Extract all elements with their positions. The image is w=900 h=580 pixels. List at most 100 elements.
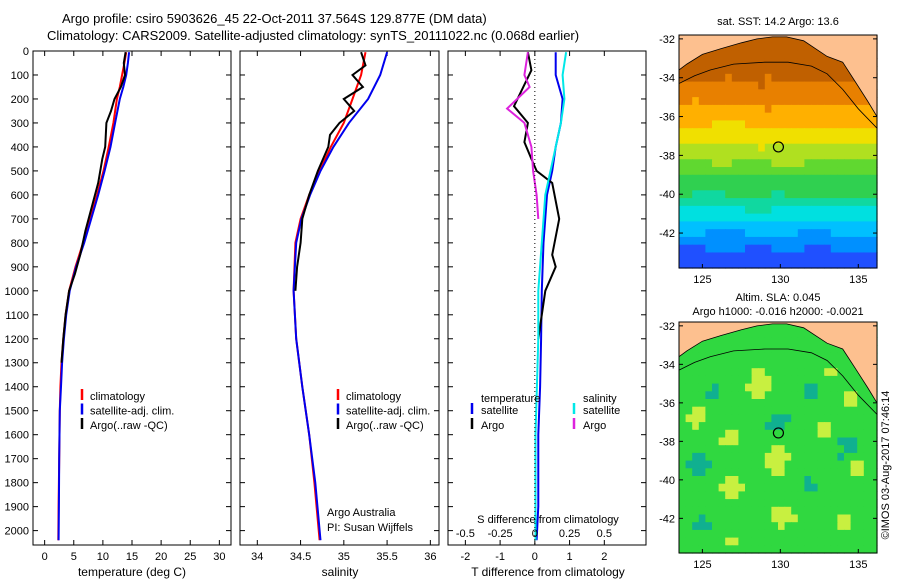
- map-cell: [692, 174, 700, 184]
- map-cell: [857, 104, 865, 114]
- map-cell: [679, 167, 687, 176]
- map-cell: [797, 529, 805, 539]
- temperature-panel: 0100200300400500600700800900100011001200…: [5, 46, 232, 579]
- map-cell: [718, 81, 726, 90]
- map-cell: [830, 406, 838, 415]
- map-cell: [778, 406, 786, 415]
- map-cell: [771, 368, 779, 377]
- map-cell: [837, 73, 845, 83]
- map-cell: [698, 522, 706, 531]
- map-cell: [870, 135, 878, 145]
- map-cell: [685, 529, 693, 539]
- map-cell: [857, 89, 865, 98]
- map-cell: [738, 50, 746, 59]
- map-cell: [837, 143, 845, 153]
- map-cell: [778, 236, 786, 246]
- map-cell: [679, 406, 687, 415]
- map-cell: [731, 73, 739, 83]
- map-cell: [857, 143, 865, 153]
- map-cell: [778, 260, 786, 269]
- map-cell: [844, 174, 852, 184]
- map-cell: [784, 460, 792, 469]
- map-cell: [824, 360, 832, 369]
- map-cell: [797, 491, 805, 500]
- map-cell: [771, 143, 779, 153]
- map-cell: [837, 205, 845, 215]
- map-cell: [784, 190, 792, 199]
- map-cell: [830, 499, 838, 508]
- map-cell: [718, 97, 726, 106]
- map-cell: [692, 499, 700, 508]
- map-cell: [712, 221, 720, 230]
- map-cell: [797, 167, 805, 176]
- map-cell: [731, 260, 739, 269]
- map-cell: [692, 81, 700, 90]
- map-cell: [745, 522, 753, 531]
- map-cell: [804, 437, 812, 446]
- map-cell: [712, 368, 720, 377]
- map-cell: [804, 50, 812, 59]
- map-cell: [692, 128, 700, 137]
- map-cell: [824, 89, 832, 98]
- map-cell: [771, 182, 779, 191]
- map-cell: [817, 375, 825, 385]
- map-cell: [712, 58, 720, 67]
- y-tick-label: -38: [659, 436, 675, 448]
- map-cell: [863, 151, 871, 160]
- map-cell: [850, 236, 858, 246]
- map-cell: [692, 120, 700, 129]
- map-cell: [751, 360, 759, 369]
- map-cell: [837, 120, 845, 129]
- map-cell: [685, 120, 693, 129]
- map-cell: [817, 128, 825, 137]
- map-cell: [725, 221, 733, 230]
- map-cell: [738, 244, 746, 254]
- map-cell: [844, 476, 852, 485]
- map-cell: [817, 476, 825, 485]
- map-cell: [857, 452, 865, 462]
- map-cell: [725, 182, 733, 191]
- map-cell: [784, 205, 792, 215]
- map-cell: [731, 205, 739, 215]
- map-cell: [712, 229, 720, 238]
- map-cell: [811, 221, 819, 230]
- map-cell: [764, 445, 772, 454]
- map-cell: [692, 483, 700, 492]
- map-cell: [778, 445, 786, 454]
- map-cell: [751, 414, 759, 423]
- map-cell: [718, 391, 726, 400]
- map-cell: [698, 514, 706, 523]
- map-cell: [731, 135, 739, 145]
- map-cell: [784, 406, 792, 415]
- map-cell: [797, 375, 805, 385]
- map-cell: [784, 42, 792, 52]
- map-cell: [784, 159, 792, 168]
- map-cell: [804, 529, 812, 539]
- map-cell: [870, 468, 878, 477]
- map-cell: [764, 468, 772, 477]
- map-cell: [857, 375, 865, 385]
- map-cell: [771, 452, 779, 462]
- map-cell: [844, 221, 852, 230]
- map-cell: [685, 452, 693, 462]
- series-line-salinity-argo: [505, 52, 540, 219]
- map-cell: [817, 244, 825, 254]
- plot-frame: [239, 50, 440, 546]
- map-cell: [738, 360, 746, 369]
- map-cell: [698, 468, 706, 477]
- map-cell: [698, 345, 706, 354]
- map-cell: [784, 221, 792, 230]
- map-cell: [679, 368, 687, 377]
- map-cell: [837, 375, 845, 385]
- map-cell: [705, 345, 713, 354]
- map-cell: [764, 159, 772, 168]
- map-cell: [738, 368, 746, 377]
- map-cell: [837, 159, 845, 168]
- map-cell: [771, 429, 779, 439]
- map-cell: [751, 399, 759, 408]
- map-cell: [731, 375, 739, 385]
- map-cell: [837, 414, 845, 423]
- map-cell: [844, 445, 852, 454]
- map-cell: [784, 445, 792, 454]
- map-cell: [857, 445, 865, 454]
